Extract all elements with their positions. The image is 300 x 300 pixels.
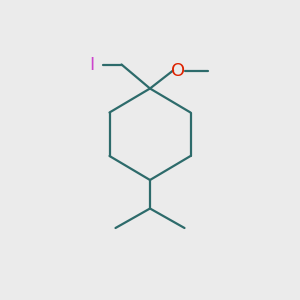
Text: I: I xyxy=(89,56,94,74)
Text: O: O xyxy=(171,61,186,80)
